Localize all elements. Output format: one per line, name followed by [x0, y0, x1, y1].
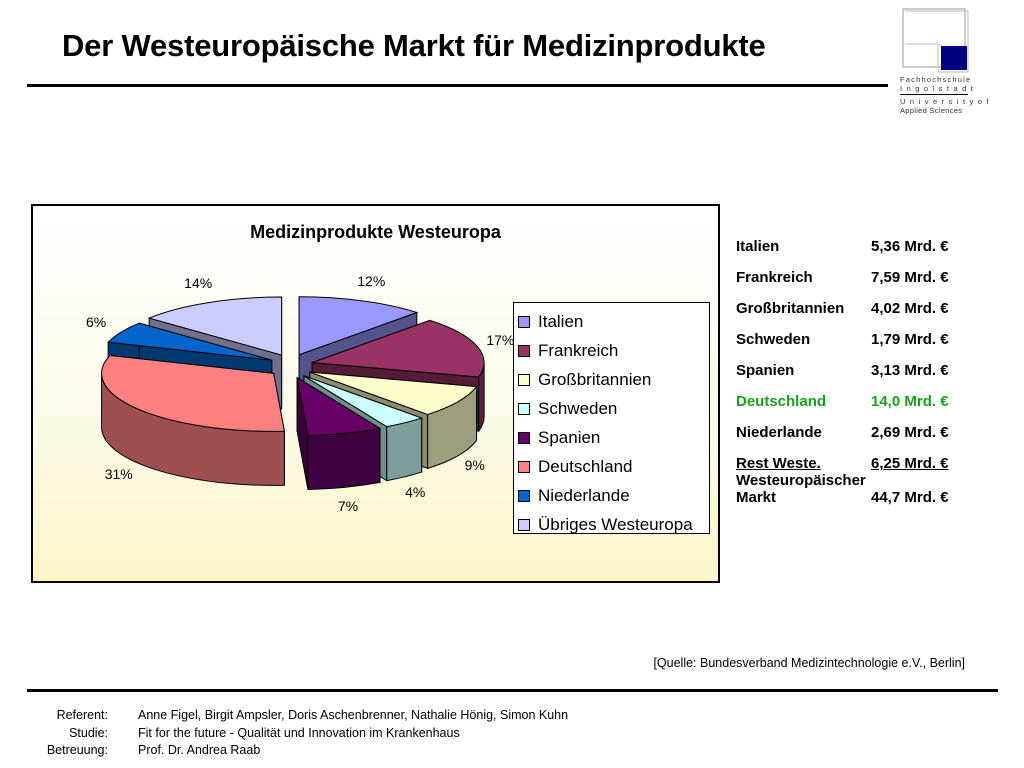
- pie-slice: [296, 376, 382, 491]
- legend-item: Frankreich: [518, 336, 709, 365]
- chart-area: Medizinprodukte Westeuropa 12% 17% 9% 4% 7% 3…: [31, 204, 720, 583]
- legend-item: Deutschland: [518, 452, 709, 481]
- legend-swatch: [518, 402, 530, 415]
- legend-swatch: [518, 344, 530, 357]
- footer-row: Referent: Anne Figel, Birgit Ampsler, Dor…: [0, 707, 700, 725]
- source-citation: [Quelle: Bundesverband Medizintechnologi…: [653, 656, 965, 670]
- value-country: Niederlande: [736, 424, 822, 441]
- value-amount: 6,25 Mrd. €: [871, 455, 949, 472]
- value-row: Niederlande 2,69 Mrd. €: [736, 424, 996, 455]
- logo-square: [941, 46, 967, 70]
- legend-swatch: [518, 518, 530, 531]
- data-label: 6%: [85, 313, 107, 330]
- legend-label: Frankreich: [538, 340, 619, 360]
- logo-line-2: I n g o l s t a d t: [900, 84, 975, 93]
- pie-chart: [101, 296, 485, 491]
- legend-item: Italien: [518, 307, 709, 336]
- value-row: Spanien 3,13 Mrd. €: [736, 362, 996, 393]
- legend-swatch: [518, 315, 530, 328]
- legend-item: Großbritannien: [518, 365, 709, 394]
- chart-title: Medizinprodukte Westeuropa: [250, 222, 501, 242]
- total-row: Westeuropäischer Markt 44,7 Mrd. €: [736, 472, 949, 506]
- footer-value: Anne Figel, Birgit Ampsler, Doris Aschen…: [138, 708, 569, 722]
- logo-line-4: Applied Sciences: [900, 106, 963, 115]
- value-amount: 4,02 Mrd. €: [871, 300, 949, 317]
- pie-slice: [101, 354, 286, 486]
- legend-swatch: [518, 373, 530, 386]
- value-amount: 1,79 Mrd. €: [871, 331, 949, 348]
- value-amount: 2,69 Mrd. €: [871, 424, 949, 441]
- value-row: Großbritannien 4,02 Mrd. €: [736, 300, 996, 331]
- value-row: Rest Weste. 6,25 Mrd. €: [736, 455, 996, 486]
- legend-label: Schweden: [538, 398, 618, 418]
- data-label: 7%: [337, 497, 359, 514]
- market-values-table: Italien 5,36 Mrd. € Frankreich 7,59 Mrd. € G…: [736, 238, 996, 486]
- data-label: 17%: [486, 331, 515, 348]
- value-amount: 3,13 Mrd. €: [871, 362, 949, 379]
- data-label: 14%: [184, 275, 213, 292]
- total-label-line-1: Westeuropäischer: [736, 472, 866, 489]
- legend-label: Deutschland: [538, 456, 633, 476]
- legend-label: Spanien: [538, 427, 601, 447]
- university-logo: [902, 8, 969, 73]
- footer-divider: [27, 689, 998, 692]
- chart-legend: Italien Frankreich Großbritannien Schweden S…: [513, 302, 710, 534]
- data-label: 9%: [464, 456, 485, 473]
- footer-label: Referent:: [56, 708, 108, 722]
- value-country: Frankreich: [736, 269, 813, 286]
- data-label: 12%: [357, 273, 386, 290]
- footer-value: Fit for the future - Qualität und Innova…: [138, 725, 460, 740]
- value-row: Deutschland 14,0 Mrd. €: [736, 393, 996, 424]
- value-row: Schweden 1,79 Mrd. €: [736, 331, 996, 362]
- value-country: Spanien: [736, 362, 795, 379]
- footer-row: Studie: Fit for the future - Qualität und…: [0, 725, 700, 743]
- value-country: Deutschland: [736, 393, 827, 410]
- footer-label: Betreuung:: [46, 743, 108, 757]
- page-title: Der Westeuropäische Markt für Medizinpro…: [62, 28, 766, 63]
- footer: Referent: Anne Figel, Birgit Ampsler, Dor…: [0, 707, 700, 760]
- legend-label: Übriges Westeuropa: [538, 514, 693, 534]
- data-label: 4%: [405, 483, 426, 500]
- logo-text: Fachhochschule I n g o l s t a d t U n i…: [900, 75, 990, 115]
- value-country: Großbritannien: [736, 300, 845, 317]
- footer-row: Betreuung: Prof. Dr. Andrea Raab: [0, 742, 700, 760]
- value-amount: 7,59 Mrd. €: [871, 269, 949, 286]
- legend-label: Niederlande: [538, 485, 630, 505]
- legend-swatch: [518, 460, 530, 473]
- footer-value: Prof. Dr. Andrea Raab: [138, 743, 261, 757]
- value-row: Italien 5,36 Mrd. €: [736, 238, 996, 269]
- value-row: Frankreich 7,59 Mrd. €: [736, 269, 996, 300]
- legend-item: Übriges Westeuropa: [518, 510, 709, 539]
- data-label: 31%: [104, 466, 133, 483]
- legend-item: Schweden: [518, 394, 709, 423]
- header-divider: [27, 84, 888, 87]
- logo-line-1: Fachhochschule: [900, 75, 972, 84]
- logo-divider: [900, 94, 968, 95]
- total-amount: 44,7 Mrd. €: [871, 489, 949, 506]
- legend-item: Spanien: [518, 423, 709, 452]
- legend-label: Großbritannien: [538, 369, 652, 389]
- total-label-line-2: Markt: [736, 489, 777, 506]
- legend-swatch: [518, 431, 530, 444]
- legend-item: Niederlande: [518, 481, 709, 510]
- legend-label: Italien: [538, 311, 584, 331]
- value-amount: 14,0 Mrd. €: [871, 393, 949, 410]
- value-country: Schweden: [736, 331, 811, 348]
- logo-line-3: U n i v e r s i t y o f: [900, 97, 990, 106]
- footer-label: Studie:: [69, 725, 108, 740]
- value-amount: 5,36 Mrd. €: [871, 238, 949, 255]
- value-country: Rest Weste.: [736, 455, 821, 472]
- value-country: Italien: [736, 238, 780, 255]
- legend-swatch: [518, 489, 530, 502]
